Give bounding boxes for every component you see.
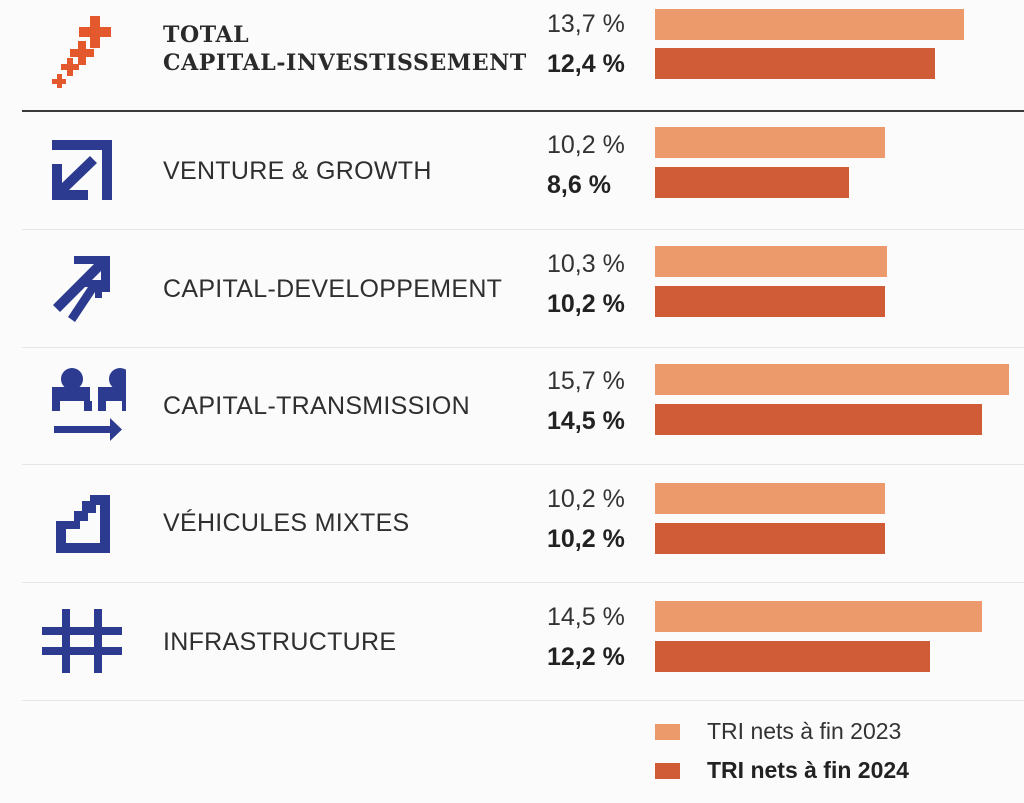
- value-2023: 10,2 %: [547, 485, 625, 513]
- bar-2023-vehicules-mixtes: [655, 483, 885, 514]
- row-venture-growth: VENTURE & GROWTH 10,2 % 8,6 %: [22, 112, 1024, 229]
- row-vehicules-mixtes: VÉHICULES MIXTES 10,2 % 10,2 %: [22, 465, 1024, 582]
- bar-2024-infrastructure: [655, 641, 930, 672]
- bar-2023-total: [655, 9, 964, 40]
- bar-2024-capital-developpement: [655, 286, 885, 317]
- stairs-icon: [56, 495, 110, 553]
- divider-total: [22, 110, 1024, 112]
- total-title-line2: CAPITAL-INVESTISSEMENT: [163, 50, 527, 76]
- divider: [22, 700, 1024, 701]
- legend-label-2024: TRI nets à fin 2024: [707, 757, 909, 783]
- value-2023: 13,7 %: [547, 10, 625, 38]
- value-2023: 15,7 %: [547, 367, 625, 395]
- bar-2024-capital-transmission: [655, 404, 982, 435]
- legend-swatch-2024: [655, 763, 680, 779]
- row-capital-transmission: CAPITAL-TRANSMISSION 15,7 % 14,5 %: [22, 348, 1024, 464]
- value-2024: 10,2 %: [547, 525, 625, 553]
- bar-2024-venture-growth: [655, 167, 849, 198]
- total-title-line1: TOTAL: [163, 22, 250, 48]
- bar-2023-capital-transmission: [655, 364, 1009, 395]
- value-2024: 12,4 %: [547, 50, 625, 78]
- row-label: VENTURE & GROWTH: [163, 157, 432, 185]
- bar-2023-venture-growth: [655, 127, 885, 158]
- divider: [22, 582, 1024, 583]
- bar-2023-infrastructure: [655, 601, 982, 632]
- growth-arrows-icon: [52, 140, 112, 200]
- bar-2024-vehicules-mixtes: [655, 523, 885, 554]
- people-transfer-icon: [52, 368, 126, 441]
- row-label: CAPITAL-TRANSMISSION: [163, 392, 470, 420]
- double-arrow-icon: [53, 256, 110, 322]
- infrastructure-icon: [42, 609, 122, 673]
- row-total: TOTAL CAPITAL-INVESTISSEMENT 13,7 % 12,4…: [22, 0, 1024, 110]
- value-2024: 14,5 %: [547, 407, 625, 435]
- legend-label-2023: TRI nets à fin 2023: [707, 718, 902, 744]
- bar-2023-capital-developpement: [655, 246, 887, 277]
- row-label: VÉHICULES MIXTES: [163, 509, 410, 537]
- divider: [22, 464, 1024, 465]
- total-title: TOTAL CAPITAL-INVESTISSEMENT: [163, 21, 527, 77]
- value-2024: 12,2 %: [547, 643, 625, 671]
- divider: [22, 347, 1024, 348]
- row-label: CAPITAL-DEVELOPPEMENT: [163, 275, 503, 303]
- divider: [22, 229, 1024, 230]
- value-2024: 8,6 %: [547, 171, 611, 199]
- row-label: INFRASTRUCTURE: [163, 628, 397, 656]
- value-2024: 10,2 %: [547, 290, 625, 318]
- row-capital-developpement: CAPITAL-DEVELOPPEMENT 10,3 % 10,2 %: [22, 230, 1024, 347]
- row-infrastructure: INFRASTRUCTURE 14,5 % 12,2 %: [22, 583, 1024, 700]
- legend-swatch-2023: [655, 724, 680, 740]
- value-2023: 10,3 %: [547, 250, 625, 278]
- value-2023: 14,5 %: [547, 603, 625, 631]
- bar-2024-total: [655, 48, 935, 79]
- value-2023: 10,2 %: [547, 131, 625, 159]
- plus-cross-icon: [52, 16, 111, 88]
